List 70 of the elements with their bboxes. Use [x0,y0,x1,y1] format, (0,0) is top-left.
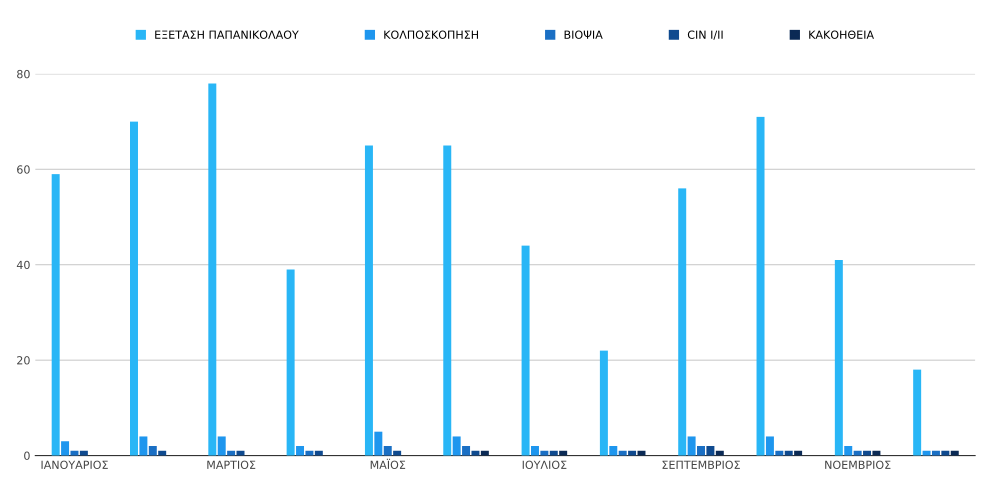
bar [609,446,618,456]
bar [706,446,714,456]
bar [471,450,480,456]
bar [922,450,931,456]
bar [941,450,950,456]
bar [227,450,236,456]
bar [305,450,314,456]
bar [522,246,530,456]
bar [462,446,470,456]
y-tick-label: 0 [24,452,30,460]
bar [794,450,802,456]
bar [559,450,568,456]
legend-label: ΚΑΚΟΗΘΕΙΑ [809,30,874,39]
bar [374,432,382,456]
bar [130,122,138,456]
bar [218,436,226,456]
bar [52,174,60,456]
bar [540,450,548,456]
bar [148,446,157,456]
bar [716,450,724,456]
bar [61,441,70,456]
bar [296,446,304,456]
y-tick-label: 80 [17,70,30,78]
bar [863,450,872,456]
bar [637,450,646,456]
bar [872,450,880,456]
bar [775,450,784,456]
x-tick-label: ΙΑΝΟΥΑΡΙΟΣ [42,460,108,469]
bar [618,450,627,456]
bar [452,436,461,456]
bar [530,446,539,456]
bar [834,260,843,456]
bar [384,446,392,456]
x-tick-label: ΙΟΥΛΙΟΣ [522,460,566,469]
bar [208,83,216,456]
bar [844,446,852,456]
legend-label: ΕΞΕΤΑΣΗ ΠΑΠΑΝΙΚΟΛΑΟΥ [155,30,299,39]
bar [854,450,862,456]
bar [236,450,244,456]
bar [766,436,774,456]
bar [697,446,705,456]
y-tick-label: 60 [17,165,30,174]
bar [393,450,402,456]
x-tick-label: ΝΟΕΜΒΡΙΟΣ [825,460,890,469]
x-tick-label: ΜΑΪΟΣ [370,458,406,469]
legend-label: ΒΙΟΨΙΑ [564,30,603,39]
bar [314,450,323,456]
bar [70,450,78,456]
legend-label: CIN I/II [688,30,723,40]
bar [158,450,166,456]
bar [480,450,489,456]
bar [364,145,373,456]
bar [550,450,558,456]
x-tick-label: ΜΑΡΤΙΟΣ [207,460,256,469]
bar [600,350,608,456]
bar [913,370,922,456]
y-tick-label: 20 [17,356,30,365]
bar [628,450,636,456]
bar [443,145,452,456]
bar [286,270,295,456]
bar [756,116,765,456]
bar [678,188,686,456]
bar [688,436,696,456]
bar [80,450,88,456]
legend-label: ΚΟΛΠΟΣΚΟΠΗΣΗ [384,30,478,39]
bar [139,436,148,456]
bar [932,450,940,456]
bar [784,450,793,456]
x-tick-label: ΣΕΠΤΕΜΒΡΙΟΣ [662,460,740,469]
y-tick-label: 40 [16,260,30,270]
